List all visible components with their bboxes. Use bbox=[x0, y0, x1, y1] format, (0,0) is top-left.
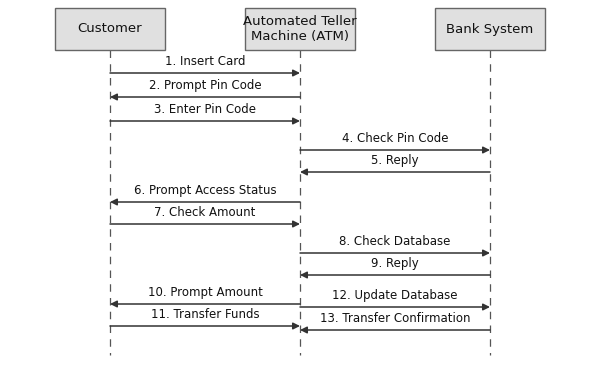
Text: 10. Prompt Amount: 10. Prompt Amount bbox=[148, 286, 262, 299]
Text: 7. Check Amount: 7. Check Amount bbox=[154, 206, 256, 219]
Text: 12. Update Database: 12. Update Database bbox=[332, 289, 458, 302]
Text: Automated Teller
Machine (ATM): Automated Teller Machine (ATM) bbox=[243, 15, 357, 43]
Bar bbox=[55, 8, 165, 50]
Text: 2. Prompt Pin Code: 2. Prompt Pin Code bbox=[149, 79, 262, 92]
Text: Bank System: Bank System bbox=[446, 22, 533, 36]
Text: 9. Reply: 9. Reply bbox=[371, 257, 419, 270]
Text: 11. Transfer Funds: 11. Transfer Funds bbox=[151, 308, 259, 321]
Text: 6. Prompt Access Status: 6. Prompt Access Status bbox=[134, 184, 277, 197]
Text: 4. Check Pin Code: 4. Check Pin Code bbox=[342, 132, 448, 145]
Text: 1. Insert Card: 1. Insert Card bbox=[165, 55, 245, 68]
Text: 8. Check Database: 8. Check Database bbox=[340, 235, 451, 248]
Bar bbox=[435, 8, 545, 50]
Text: 13. Transfer Confirmation: 13. Transfer Confirmation bbox=[320, 312, 470, 325]
Text: 5. Reply: 5. Reply bbox=[371, 154, 419, 167]
Bar bbox=[245, 8, 355, 50]
Text: 3. Enter Pin Code: 3. Enter Pin Code bbox=[154, 103, 256, 116]
Text: Customer: Customer bbox=[77, 22, 142, 36]
